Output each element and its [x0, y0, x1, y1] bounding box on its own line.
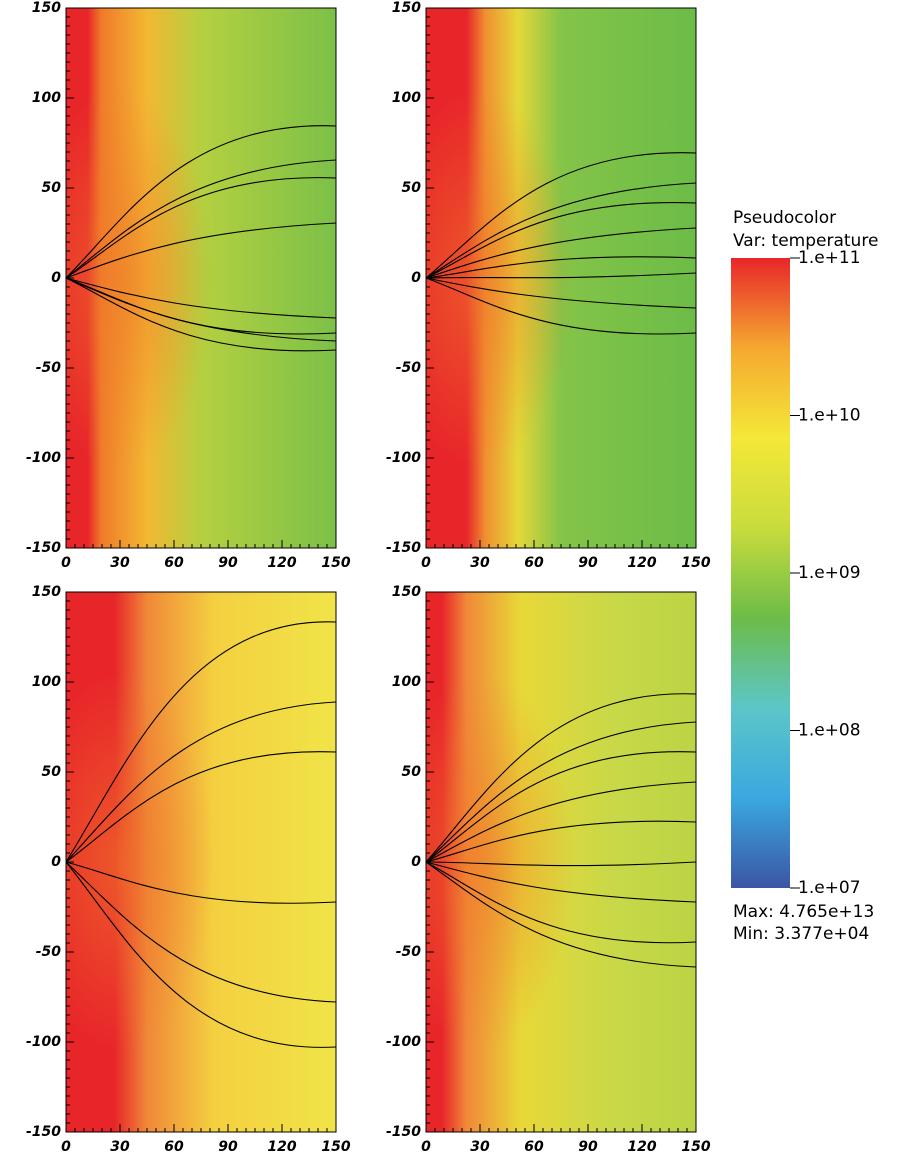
contour-line [425, 277, 697, 309]
contour-line [65, 861, 337, 1003]
colorbar [731, 258, 790, 888]
y-tick-label: -50 [36, 360, 62, 376]
colorbar-tick-label: 1.e+08 [798, 721, 861, 741]
x-tick-label: 150 [321, 1139, 350, 1155]
x-tick-label: 30 [470, 1139, 490, 1155]
y-tick-label: -150 [386, 540, 421, 556]
contour-line [425, 227, 697, 279]
y-tick-label: 50 [42, 180, 62, 196]
contour-line [425, 861, 697, 867]
y-tick-label: -150 [26, 540, 61, 556]
contour-line [65, 701, 337, 863]
contour-line [425, 721, 697, 863]
y-tick-label: 100 [32, 90, 61, 106]
y-tick-label: 0 [51, 270, 61, 286]
x-tick-label: 60 [164, 555, 184, 571]
contour-line [65, 125, 337, 279]
contour-line [425, 861, 697, 968]
x-tick-label: 150 [321, 555, 350, 571]
x-tick-label: 150 [681, 555, 710, 571]
y-tick-label: 50 [402, 764, 422, 780]
heatmap-overlay [426, 592, 696, 1132]
x-tick-label: 120 [627, 555, 656, 571]
colorbar-annotation: Max: 4.765e+13 [733, 902, 874, 922]
y-tick-label: 50 [42, 764, 62, 780]
y-tick-label: 150 [392, 584, 421, 600]
contour-line [425, 256, 697, 279]
heatmap-overlay [66, 592, 336, 1132]
contour-line [425, 751, 697, 863]
y-tick-label: -50 [36, 944, 62, 960]
contour-line [65, 222, 337, 279]
y-tick-label: 0 [411, 854, 421, 870]
x-tick-label: 0 [61, 555, 71, 571]
heatmap-overlay [66, 8, 336, 548]
y-tick-label: -100 [386, 1034, 421, 1050]
colorbar-subtitle: Var: temperature [733, 231, 878, 251]
colorbar-tick-label: 1.e+11 [798, 248, 861, 268]
contour-line [425, 861, 697, 944]
contour-line [425, 182, 697, 279]
y-tick-label: 150 [32, 0, 61, 16]
y-tick-label: 0 [411, 270, 421, 286]
y-tick-label: 150 [32, 584, 61, 600]
contour-line [425, 820, 697, 863]
y-tick-label: -50 [396, 360, 422, 376]
contour-line [65, 861, 337, 904]
contour-line [65, 177, 337, 279]
y-tick-label: 100 [392, 90, 421, 106]
y-tick-label: -100 [386, 450, 421, 466]
contour-line [425, 152, 697, 279]
colorbar-tick-label: 1.e+07 [798, 878, 861, 898]
x-tick-label: 0 [421, 1139, 431, 1155]
contour-line [425, 861, 697, 903]
x-tick-label: 120 [627, 1139, 656, 1155]
contour-line [425, 201, 697, 279]
contour-line [65, 621, 337, 863]
x-tick-label: 0 [421, 555, 431, 571]
colorbar-title: Pseudocolor [733, 208, 836, 228]
y-tick-label: 150 [392, 0, 421, 16]
x-tick-label: 0 [61, 1139, 71, 1155]
contour-line [425, 781, 697, 863]
y-tick-label: 100 [32, 674, 61, 690]
x-tick-label: 120 [267, 555, 296, 571]
contour-line [65, 277, 337, 319]
x-tick-label: 90 [218, 555, 238, 571]
contour-line [425, 272, 697, 279]
x-tick-label: 60 [524, 1139, 544, 1155]
y-tick-label: -150 [386, 1124, 421, 1140]
x-tick-label: 60 [164, 1139, 184, 1155]
x-tick-label: 90 [578, 555, 598, 571]
contour-line [65, 277, 337, 352]
y-tick-label: -100 [26, 1034, 61, 1050]
x-tick-label: 60 [524, 555, 544, 571]
y-tick-label: -100 [26, 450, 61, 466]
x-tick-label: 30 [110, 555, 130, 571]
colorbar-tick-label: 1.e+10 [798, 406, 861, 426]
contour-line [65, 277, 337, 342]
y-tick-label: 50 [402, 180, 422, 196]
x-tick-label: 150 [681, 1139, 710, 1155]
x-tick-label: 90 [578, 1139, 598, 1155]
contour-line [65, 159, 337, 279]
colorbar-annotation: Min: 3.377e+04 [733, 924, 869, 944]
contour-line [65, 861, 337, 1048]
x-tick-label: 30 [110, 1139, 130, 1155]
contour-line [65, 751, 337, 863]
y-tick-label: -150 [26, 1124, 61, 1140]
contour-line [425, 277, 697, 335]
x-tick-label: 30 [470, 555, 490, 571]
x-tick-label: 90 [218, 1139, 238, 1155]
y-tick-label: 0 [51, 854, 61, 870]
colorbar-tick-label: 1.e+09 [798, 563, 861, 583]
x-tick-label: 120 [267, 1139, 296, 1155]
y-tick-label: 100 [392, 674, 421, 690]
contour-line [425, 693, 697, 863]
y-tick-label: -50 [396, 944, 422, 960]
